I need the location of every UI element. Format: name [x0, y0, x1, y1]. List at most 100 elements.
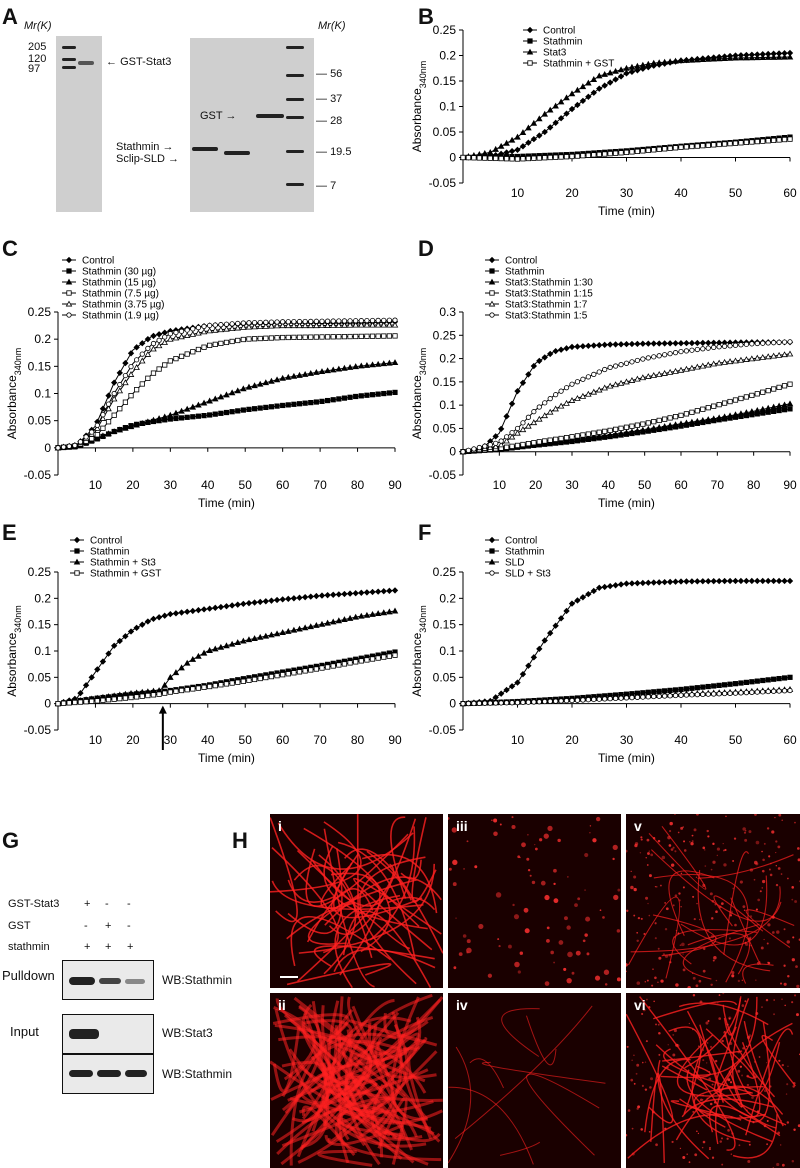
data-point-stat3-stathmin-1-7	[552, 405, 559, 412]
series-stathmin	[460, 134, 793, 161]
data-point-stat3	[775, 53, 783, 60]
data-point-sld-st3	[585, 697, 591, 703]
aggregate-dot	[769, 873, 773, 877]
x-tick-label: 30	[164, 478, 178, 492]
microtubule-filament	[644, 1058, 691, 1133]
data-point-control	[601, 82, 608, 89]
aggregate-dot	[796, 984, 800, 988]
aggregate-dot	[749, 936, 752, 939]
data-point-stathmin-gst	[100, 697, 106, 703]
data-point-stathmin-30-g	[184, 414, 190, 420]
data-point-stat3-stathmin-1-15	[509, 443, 515, 449]
data-point-stathmin-7-5-g	[128, 393, 134, 399]
data-point-control	[94, 666, 101, 673]
y-tick-label: 0	[44, 441, 51, 455]
data-point-control	[155, 614, 163, 621]
microtubule-filament	[448, 1086, 534, 1165]
data-point-stat3	[715, 55, 723, 62]
data-point-stat3-stathmin-1-5	[749, 341, 755, 347]
data-point-stathmin-15-g	[183, 405, 191, 412]
data-point-stathmin-1-9-g	[218, 322, 224, 328]
data-point-stat3-stathmin-1-7	[661, 369, 668, 376]
data-point-stathmin-gst	[656, 146, 662, 152]
microtubule-filament	[359, 856, 426, 985]
data-point-stat3-stathmin-1-7	[568, 397, 576, 403]
data-point-stathmin-1-9-g	[162, 334, 168, 340]
data-point-control	[623, 340, 630, 348]
data-point-stat3-stathmin-1-15	[716, 402, 722, 408]
aggregate-dot	[781, 1163, 785, 1167]
data-point-stathmin-7-5-g	[313, 334, 319, 340]
data-point-control	[111, 642, 118, 649]
data-point-sld-st3	[672, 692, 679, 699]
aggregate-dot	[636, 1107, 639, 1110]
data-point-stathmin-3-75-g	[251, 323, 258, 330]
data-point-stathmin-15-g	[144, 418, 152, 425]
data-point-sld-st3	[651, 693, 657, 700]
aggregate-dot	[546, 938, 550, 943]
data-point-control	[369, 588, 376, 596]
data-point-stathmin-15-g	[391, 359, 399, 366]
series-stathmin-st3	[54, 607, 399, 707]
y-tick-label: 0.1	[439, 644, 456, 658]
data-point-control	[563, 110, 570, 117]
microtubule-filament	[307, 902, 347, 945]
microtubule-filament	[682, 923, 760, 980]
data-point-stathmin-1-9-g	[55, 445, 61, 451]
data-point-stathmin-1-9-g	[184, 327, 190, 333]
aggregate-dot	[642, 1008, 646, 1012]
microtubule-filament	[277, 822, 414, 870]
data-point-stathmin-7-5-g	[212, 341, 218, 347]
x-tick-label: 80	[351, 733, 365, 747]
aggregate-dot	[670, 848, 674, 851]
x-tick-label: 40	[674, 186, 688, 200]
data-point-stathmin-gst	[542, 155, 548, 161]
legend-marker-stathmin	[489, 548, 495, 554]
legend-marker-stathmin-7-5-g	[66, 290, 72, 296]
data-point-control	[391, 587, 399, 594]
aggregate-dot	[719, 1140, 722, 1143]
data-point-stathmin-3-75-g	[206, 327, 213, 334]
data-point-stathmin-gst	[128, 694, 134, 701]
data-point-stathmin-15-g	[172, 409, 180, 416]
aggregate-dot	[733, 837, 737, 840]
data-point-stathmin-gst	[280, 672, 286, 678]
x-tick-label: 50	[729, 733, 743, 747]
data-point-stathmin-15-g	[380, 360, 388, 367]
aggregate-dot	[514, 961, 520, 968]
data-point-stat3-stathmin-1-15	[732, 397, 739, 403]
aggregate-dot	[645, 896, 649, 900]
data-point-stathmin-30-g	[207, 412, 213, 418]
aggregate-dot	[674, 850, 677, 853]
aggregate-dot	[582, 939, 586, 943]
data-point-stathmin-7-5-g	[100, 425, 106, 431]
fluorescence-texture	[626, 993, 800, 1168]
aggregate-dot	[768, 855, 771, 858]
data-point-control	[645, 579, 652, 586]
aggregate-dot	[776, 930, 780, 934]
microtubule-filament	[499, 1141, 541, 1156]
aggregate-dot	[745, 830, 747, 832]
legend-marker-control	[73, 536, 81, 544]
microtubule-filament	[742, 963, 774, 984]
data-point-stathmin-1-9-g	[195, 325, 202, 331]
data-point-control	[645, 340, 652, 347]
data-point-stat3-stathmin-1-30	[764, 404, 772, 411]
data-point-stathmin-st3	[195, 652, 202, 659]
data-point-sld-st3	[721, 690, 728, 697]
aggregate-dot	[626, 849, 628, 853]
data-point-stathmin-gst	[150, 692, 157, 698]
y-tick-label: 0.05	[28, 670, 52, 684]
microtubule-filament	[305, 833, 409, 907]
data-point-control	[721, 577, 728, 585]
data-point-stathmin-1-9-g	[145, 345, 151, 352]
data-point-stat3-stathmin-1-7	[503, 437, 510, 444]
aggregate-dot	[732, 859, 735, 862]
data-point-control	[557, 346, 565, 353]
aggregate-dot	[680, 826, 684, 830]
aggregate-dot	[682, 826, 684, 828]
data-point-stat3-stathmin-1-7	[617, 379, 625, 386]
data-point-stathmin-7-5-g	[364, 333, 370, 339]
data-point-stat3	[525, 124, 532, 131]
